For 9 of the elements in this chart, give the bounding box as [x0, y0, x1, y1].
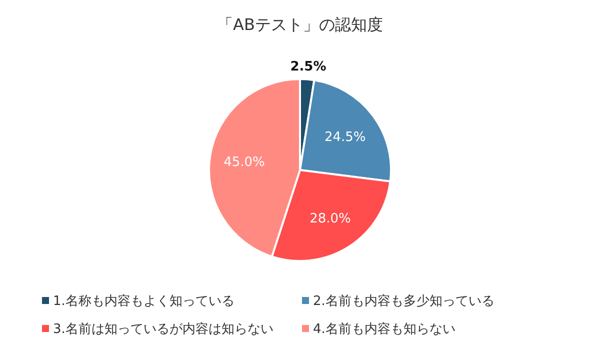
legend-label: 4.名前も内容も知らない: [313, 321, 456, 337]
data-label: 2.5%: [290, 59, 326, 74]
data-label: 24.5%: [324, 130, 366, 146]
legend-label: 1.名称も内容もよく知っている: [53, 293, 234, 309]
data-label: 28.0%: [310, 212, 351, 227]
legend-label: 2.名前も内容も多少知っている: [313, 293, 494, 309]
legend-label: 3.名前は知っているが内容は知らない: [53, 321, 274, 337]
data-label: 45.0%: [224, 155, 265, 170]
chart-title: 「ABテスト」の認知度: [217, 15, 383, 34]
